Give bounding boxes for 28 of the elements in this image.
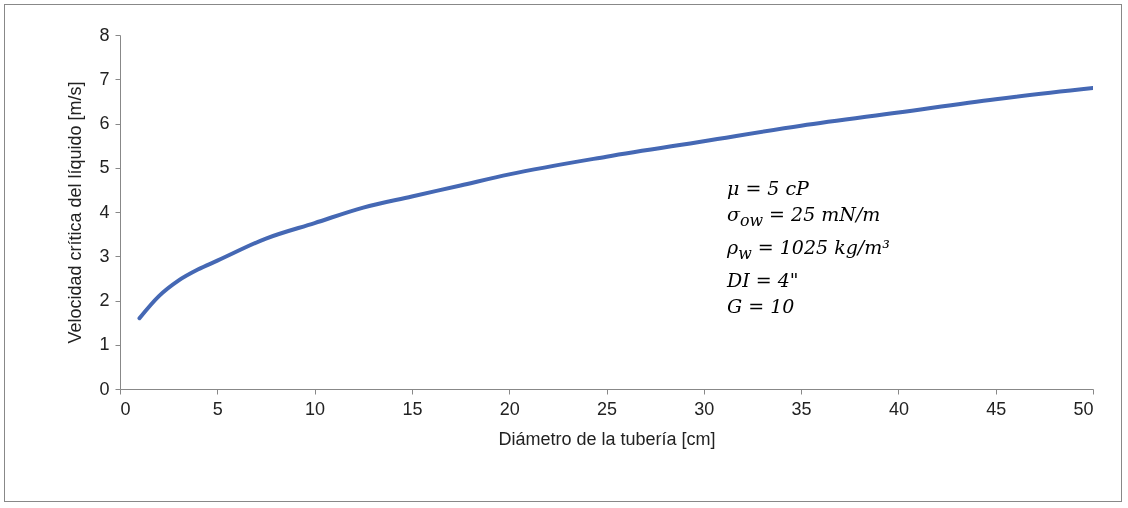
y-tick-label: 0 [99,378,110,399]
x-tick-label: 0 [120,398,131,419]
annotation: σ$_{ow}$ = 25 mN/m [727,202,882,232]
y-tick-label: 1 [99,334,110,355]
y-tick-label: 3 [99,245,110,266]
annotation: ρ$_{w}$ = 1025 kg/m³ [727,234,890,265]
x-tick-label: 10 [305,398,326,419]
x-tick-label: 25 [596,398,618,419]
x-tick-label: 35 [791,398,812,419]
y-tick-label: 5 [99,157,110,178]
x-tick-label: 30 [694,398,715,419]
line-series [137,86,1093,321]
x-tick-label: 50 [1073,398,1094,419]
y-tick-label: 8 [99,24,110,45]
y-tick-label: 7 [99,68,110,89]
x-tick-label: 5 [212,398,223,419]
x-tick-label: 20 [499,398,520,419]
x-tick-label: 45 [986,398,1007,419]
annotation: μ = 5 cP [727,176,810,201]
y-tick-label: 6 [99,113,110,133]
x-axis-title: Diámetro de la tubería [cm] [498,428,716,449]
y-tick-label: 2 [99,290,110,310]
x-tick-label: 15 [402,398,423,419]
y-axis-title: Velocidad crítica del líquido [m/s] [65,81,86,344]
y-tick-label: 4 [99,201,110,222]
annotation: G = 10 [727,293,796,319]
x-tick-label: 40 [888,398,909,419]
annotation: DI = 4" [727,267,800,293]
